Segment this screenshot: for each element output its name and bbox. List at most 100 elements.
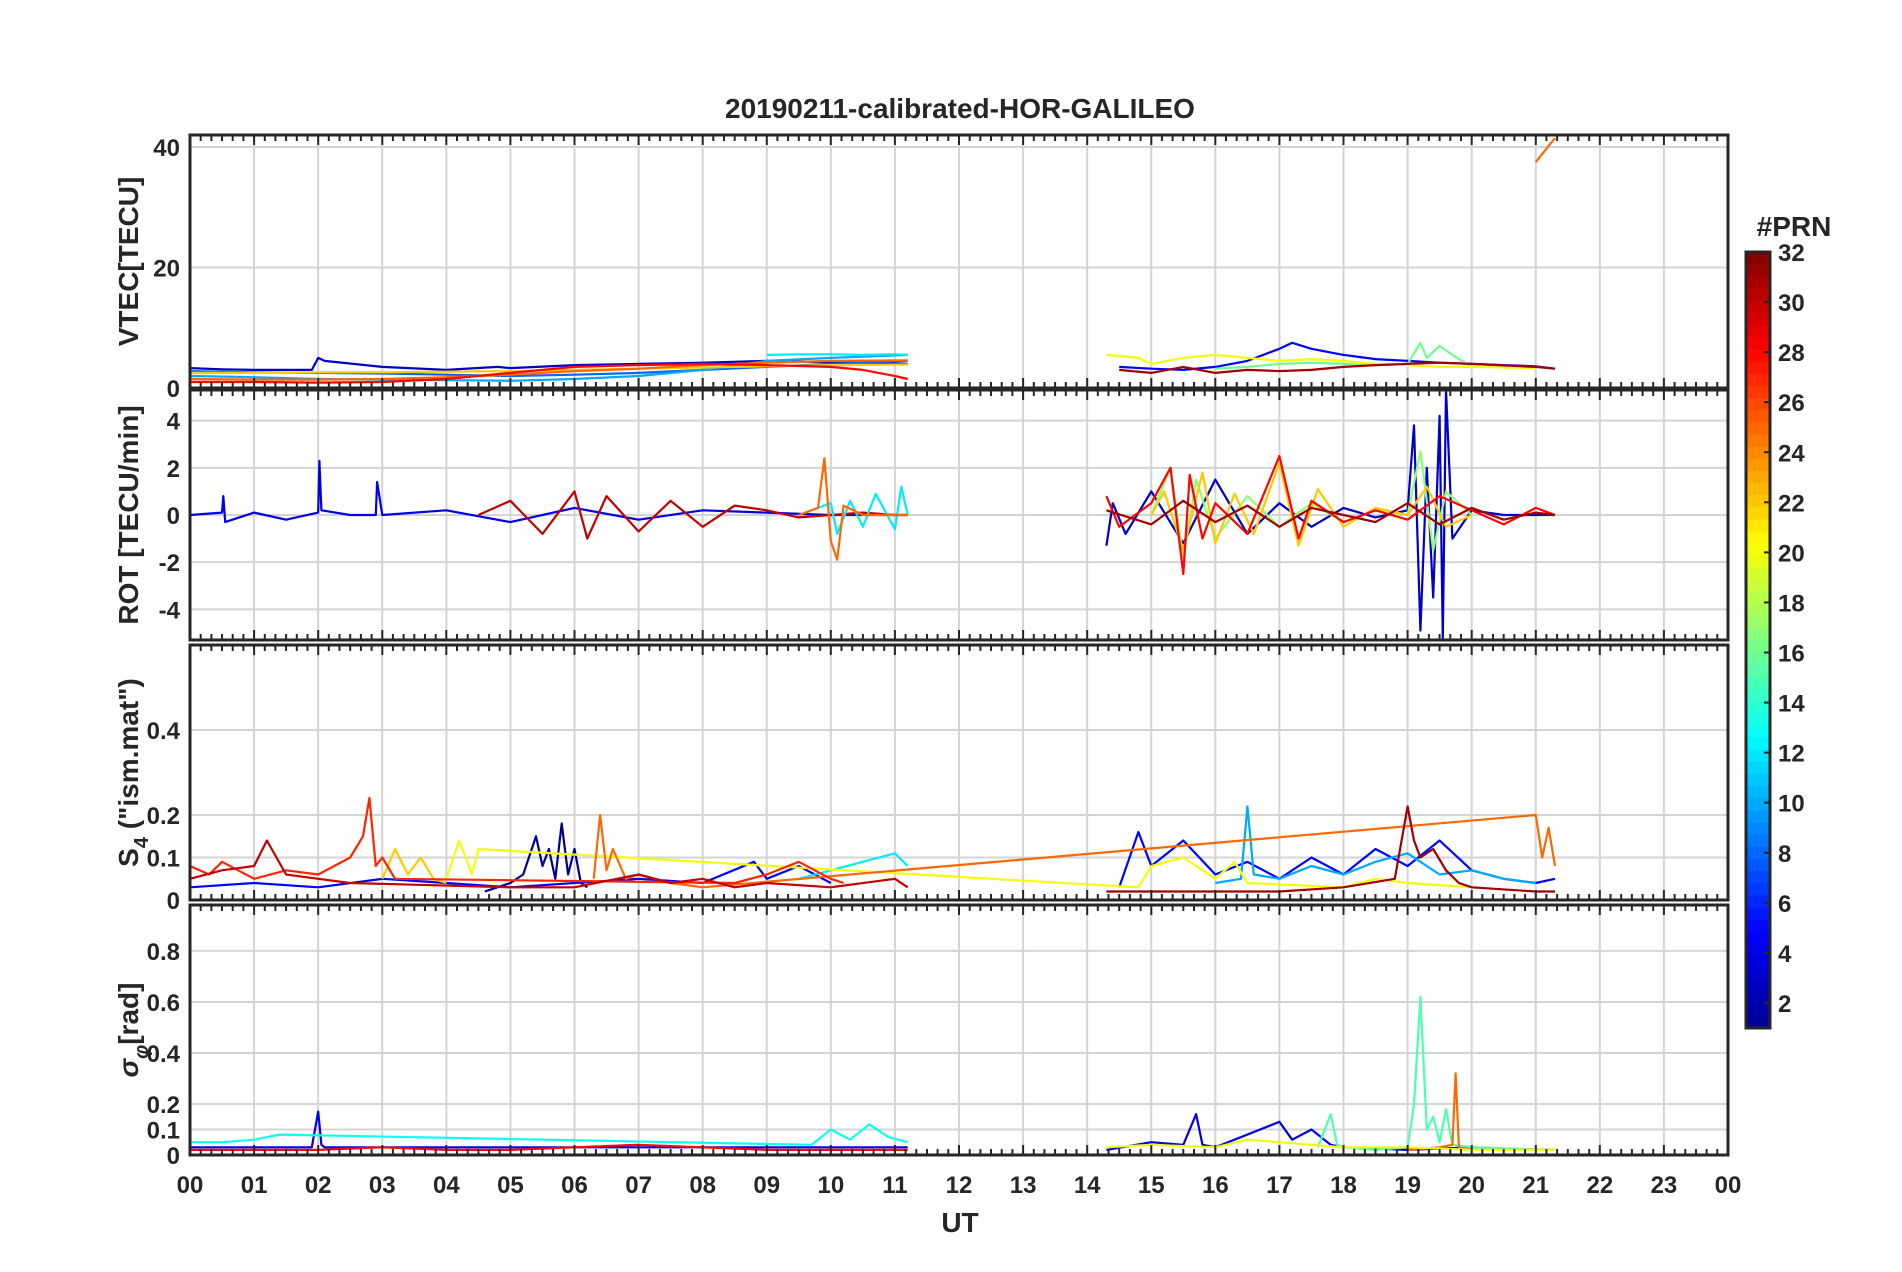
colorbar-swatch — [1746, 567, 1770, 580]
y-axis-label: S4 ("ism.mat") — [113, 678, 153, 867]
colorbar-swatch — [1746, 543, 1770, 556]
series-line-prn-12 — [798, 485, 909, 536]
colorbar-swatch — [1746, 627, 1770, 641]
series-line-prn-20 — [1106, 1138, 1555, 1152]
series-line-prn-15 — [1316, 995, 1556, 1152]
x-tick-label: 00 — [177, 1172, 204, 1199]
x-minor-ticks — [199, 135, 1719, 388]
colorbar-swatch — [1746, 518, 1770, 532]
colorbar-swatch — [1746, 676, 1770, 690]
colorbar-swatch — [1746, 349, 1770, 362]
y-tick-label: 0.1 — [147, 846, 180, 873]
y-axis-label-main: S — [113, 848, 144, 867]
colorbar-swatch — [1746, 809, 1770, 823]
series-line-prn-4 — [190, 459, 908, 524]
colorbar-swatch — [1746, 749, 1770, 762]
colorbar-swatch — [1746, 1015, 1770, 1029]
x-tick-label: 15 — [1138, 1172, 1165, 1199]
colorbar-swatch — [1746, 373, 1770, 386]
colorbar-swatch — [1746, 1003, 1770, 1017]
y-axis-label: ROT [TECU/min] — [113, 405, 144, 624]
series-line-prn-13 — [190, 1123, 908, 1146]
y-tick-label: 0.2 — [147, 803, 180, 830]
colorbar-swatch — [1746, 640, 1770, 653]
colorbar-swatch — [1746, 470, 1770, 483]
series-line-prn-30 — [477, 490, 908, 540]
colorbar-swatch — [1746, 506, 1770, 520]
colorbar-swatch — [1746, 761, 1770, 774]
colorbar-tick-label: 24 — [1778, 440, 1805, 467]
series-line-prn-20 — [445, 839, 1472, 889]
colorbar-tick-label: 8 — [1778, 841, 1791, 868]
x-tick-label: 13 — [1010, 1172, 1037, 1199]
y-axis-label-rest: [rad] — [113, 983, 144, 1045]
colorbar-swatch — [1746, 979, 1770, 993]
series-line-prn-20 — [1106, 353, 1536, 370]
colorbar-tick-label: 26 — [1778, 390, 1805, 417]
x-tick-label: 22 — [1586, 1172, 1613, 1199]
x-tick-label: 00 — [1715, 1172, 1742, 1199]
y-axis-label: σφ[rad] — [113, 983, 153, 1078]
colorbar-swatch — [1746, 821, 1770, 835]
x-minor-ticks — [199, 905, 1719, 1155]
colorbar-swatch — [1746, 858, 1770, 871]
panel-frame — [188, 388, 1730, 642]
x-tick-label: 16 — [1202, 1172, 1229, 1199]
panel-sigma: 00.10.2 0.4 0.6 0.8 σφ[rad] — [113, 903, 1730, 1170]
y-axis-label-rest: ("ism.mat") — [113, 678, 144, 837]
colorbar-tick-label: 14 — [1778, 691, 1805, 718]
y-tick-label: 40 — [153, 135, 180, 162]
x-tick-label: 09 — [753, 1172, 780, 1199]
colorbar-swatch — [1746, 579, 1770, 593]
series-line-prn-5 — [190, 860, 832, 889]
series-line-prn-12 — [766, 353, 908, 356]
colorbar-swatch — [1746, 312, 1770, 326]
x-tick-label: 17 — [1266, 1172, 1293, 1199]
x-tick-label: 23 — [1651, 1172, 1678, 1199]
series-line-prn-10 — [1215, 805, 1536, 885]
colorbar-swatch — [1746, 894, 1770, 908]
colorbar-swatch — [1746, 385, 1770, 399]
colorbar-swatch — [1746, 433, 1770, 447]
colorbar-swatch — [1746, 870, 1770, 884]
colorbar-swatch — [1746, 264, 1770, 277]
colorbar-swatch — [1746, 955, 1770, 968]
chart-title: 20190211-calibrated-HOR-GALILEO — [725, 93, 1195, 124]
series-line-prn-25b — [1534, 137, 1556, 163]
series-line-prn-28 — [1105, 454, 1556, 576]
series-line-prn-30 — [190, 839, 909, 889]
colorbar-swatch — [1746, 943, 1770, 956]
colorbar-swatch — [1746, 458, 1770, 471]
y-tick-label: 0 — [167, 503, 180, 530]
colorbar-swatch — [1746, 591, 1770, 605]
colorbar-tick-label: 20 — [1778, 540, 1805, 567]
colorbar-swatch — [1746, 712, 1770, 726]
y-tick-label: 0.4 — [147, 718, 181, 745]
colorbar-tick-label: 12 — [1778, 741, 1805, 768]
panel-frame — [188, 133, 1730, 390]
colorbar-swatch — [1746, 991, 1770, 1005]
colorbar-swatch — [1746, 482, 1770, 496]
series-line-prn-27 — [190, 796, 844, 885]
colorbar-tick-label: 2 — [1778, 991, 1791, 1018]
y-tick-label: 2 — [167, 456, 180, 483]
colorbar-swatch — [1746, 967, 1770, 981]
colorbar-swatch — [1746, 397, 1770, 411]
colorbar-swatch — [1746, 276, 1770, 289]
colorbar-swatch — [1746, 324, 1770, 338]
y-tick-label: -4 — [159, 597, 181, 624]
series-line-prn-25 — [798, 457, 908, 561]
x-tick-label: 18 — [1330, 1172, 1357, 1199]
x-tick-label: 05 — [497, 1172, 524, 1199]
colorbar-swatch — [1746, 530, 1770, 544]
colorbar-swatch — [1746, 906, 1770, 920]
y-tick-label: 0.1 — [147, 1117, 180, 1144]
panel-frame — [188, 903, 1730, 1157]
colorbar-swatch — [1746, 918, 1770, 932]
colorbar-swatch — [1746, 664, 1770, 677]
colorbar-frame — [1744, 250, 1772, 1030]
